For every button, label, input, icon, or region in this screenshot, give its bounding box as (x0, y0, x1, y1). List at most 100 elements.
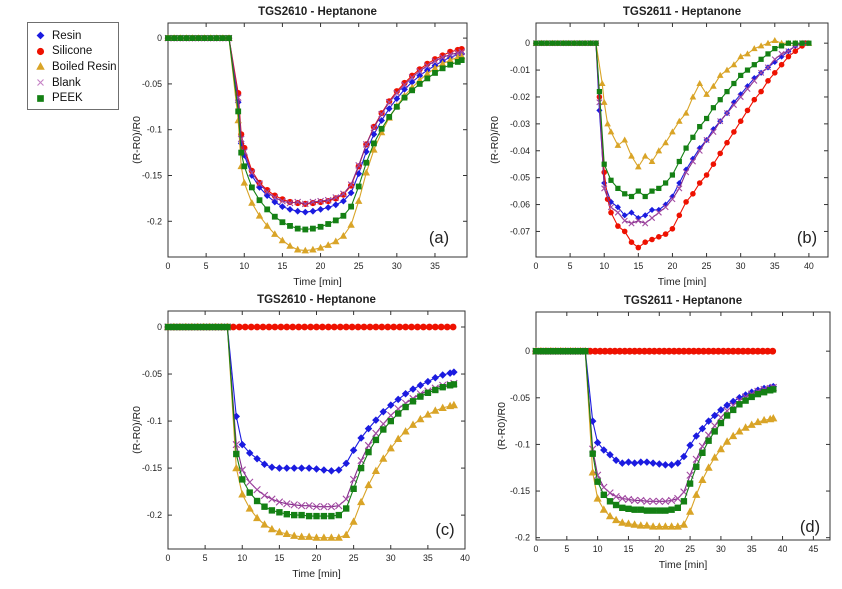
svg-text:10: 10 (239, 261, 249, 271)
svg-text:-0.02: -0.02 (510, 92, 530, 102)
svg-text:25: 25 (702, 261, 712, 271)
series-silicone (533, 40, 809, 251)
svg-text:-0.1: -0.1 (147, 416, 162, 426)
svg-text:15: 15 (274, 553, 284, 563)
svg-text:0: 0 (157, 322, 162, 332)
svg-text:-0.05: -0.05 (510, 393, 530, 403)
series-peek (533, 40, 812, 200)
svg-text:20: 20 (316, 261, 326, 271)
series-blank (164, 34, 466, 208)
chart-c: 0 5 10 15 20 25 30 35 40 0 -0.05 -0.1 -0.15 -0.2 TGS26… (131, 294, 470, 580)
chart-title: TGS2610 - Heptanone (257, 294, 376, 306)
svg-text:30: 30 (736, 261, 746, 271)
legend-item-label: Resin (52, 29, 82, 42)
chart-title: TGS2611 - Heptanone (623, 6, 741, 18)
boiled-resin-triangle-marker-icon (34, 60, 47, 73)
chart-a: 0 5 10 15 20 25 30 35 0 -0.05 -0.1 -0.15 -0.2 TGS2610… (131, 6, 468, 288)
svg-text:-0.2: -0.2 (147, 510, 162, 520)
svg-text:-0.05: -0.05 (510, 173, 530, 183)
svg-text:40: 40 (460, 553, 470, 563)
svg-text:-0.06: -0.06 (510, 200, 530, 210)
svg-text:25: 25 (685, 544, 695, 554)
svg-text:-0.1: -0.1 (147, 125, 162, 135)
y-axis-label: (R-R0)/R0 (131, 116, 143, 164)
subplot-letter-label: (a) (429, 229, 449, 247)
svg-text:0: 0 (525, 38, 530, 48)
x-axis-label: Time [min] (293, 276, 342, 288)
peek-square-marker-icon (34, 92, 47, 105)
svg-text:45: 45 (808, 544, 818, 554)
svg-text:25: 25 (349, 553, 359, 563)
series-blank (164, 323, 458, 511)
svg-text:5: 5 (568, 261, 573, 271)
legend-item-label: PEEK (52, 92, 83, 105)
svg-text:35: 35 (423, 553, 433, 563)
x-axis-label: Time [min] (658, 276, 707, 288)
series-boiled-resin (531, 346, 778, 530)
svg-text:10: 10 (599, 261, 609, 271)
axes-box (535, 22, 829, 258)
silicone-circle-marker-icon (34, 45, 47, 58)
subplot-letter-label: (b) (797, 229, 817, 247)
svg-text:15: 15 (633, 261, 643, 271)
svg-text:30: 30 (392, 261, 402, 271)
legend-item-resin: Resin (34, 28, 118, 44)
svg-text:20: 20 (668, 261, 678, 271)
svg-text:25: 25 (354, 261, 364, 271)
legend-item-label: Silicone (52, 45, 93, 58)
chart-title: TGS2610 - Heptanone (258, 6, 377, 18)
svg-text:10: 10 (593, 544, 603, 554)
chart-b: 0 5 10 15 20 25 30 35 40 0 -0.01 -0.02 -0.03 -0.04 -0.… (489, 6, 829, 288)
svg-text:5: 5 (564, 544, 569, 554)
legend-item-silicone: Silicone (34, 44, 118, 60)
svg-text:-0.07: -0.07 (510, 226, 530, 236)
svg-text:-0.05: -0.05 (142, 369, 162, 379)
svg-text:-0.1: -0.1 (515, 439, 530, 449)
series-peek (164, 323, 458, 520)
svg-text:-0.05: -0.05 (142, 79, 162, 89)
svg-text:5: 5 (203, 553, 208, 563)
svg-text:0: 0 (166, 261, 171, 271)
legend-item-label: Boiled Resin (52, 60, 117, 73)
svg-text:0: 0 (166, 553, 171, 563)
svg-text:-0.2: -0.2 (515, 533, 530, 543)
chart-d: 0 5 10 15 20 25 30 35 40 45 0 -0.05 -0.1 -0.15 -0.2 TGS… (496, 295, 831, 571)
svg-text:-0.15: -0.15 (510, 486, 530, 496)
series-silicone (164, 35, 465, 207)
axes-box (167, 22, 468, 258)
svg-text:0: 0 (534, 544, 539, 554)
svg-text:35: 35 (430, 261, 440, 271)
legend-item-label: Blank (52, 76, 81, 89)
legend: Resin Silicone Boiled Resin Blank PEEK (27, 22, 119, 110)
series-resin (532, 347, 778, 469)
svg-text:20: 20 (312, 553, 322, 563)
svg-text:-0.04: -0.04 (510, 146, 530, 156)
svg-text:15: 15 (624, 544, 634, 554)
svg-text:30: 30 (716, 544, 726, 554)
svg-text:-0.01: -0.01 (510, 65, 530, 75)
y-axis-label: (R-R0)/R0 (489, 116, 501, 164)
axes-box (535, 311, 831, 541)
svg-text:35: 35 (770, 261, 780, 271)
x-axis-label: Time [min] (292, 568, 341, 580)
legend-item-boiled-resin: Boiled Resin (34, 59, 118, 75)
svg-text:35: 35 (747, 544, 757, 554)
svg-text:-0.15: -0.15 (142, 170, 162, 180)
subplot-letter-label: (c) (435, 521, 454, 539)
svg-text:10: 10 (237, 553, 247, 563)
svg-text:-0.03: -0.03 (510, 119, 530, 129)
svg-text:15: 15 (278, 261, 288, 271)
svg-text:30: 30 (386, 553, 396, 563)
series-peek (532, 348, 777, 514)
series-blank (532, 347, 777, 505)
svg-text:40: 40 (804, 261, 814, 271)
x-axis-label: Time [min] (659, 559, 708, 571)
resin-diamond-marker-icon (34, 29, 47, 42)
svg-text:0: 0 (525, 346, 530, 356)
blank-x-marker-icon (34, 76, 47, 89)
chart-title: TGS2611 - Heptanone (624, 295, 742, 307)
svg-text:40: 40 (778, 544, 788, 554)
subplot-letter-label: (d) (800, 518, 820, 536)
